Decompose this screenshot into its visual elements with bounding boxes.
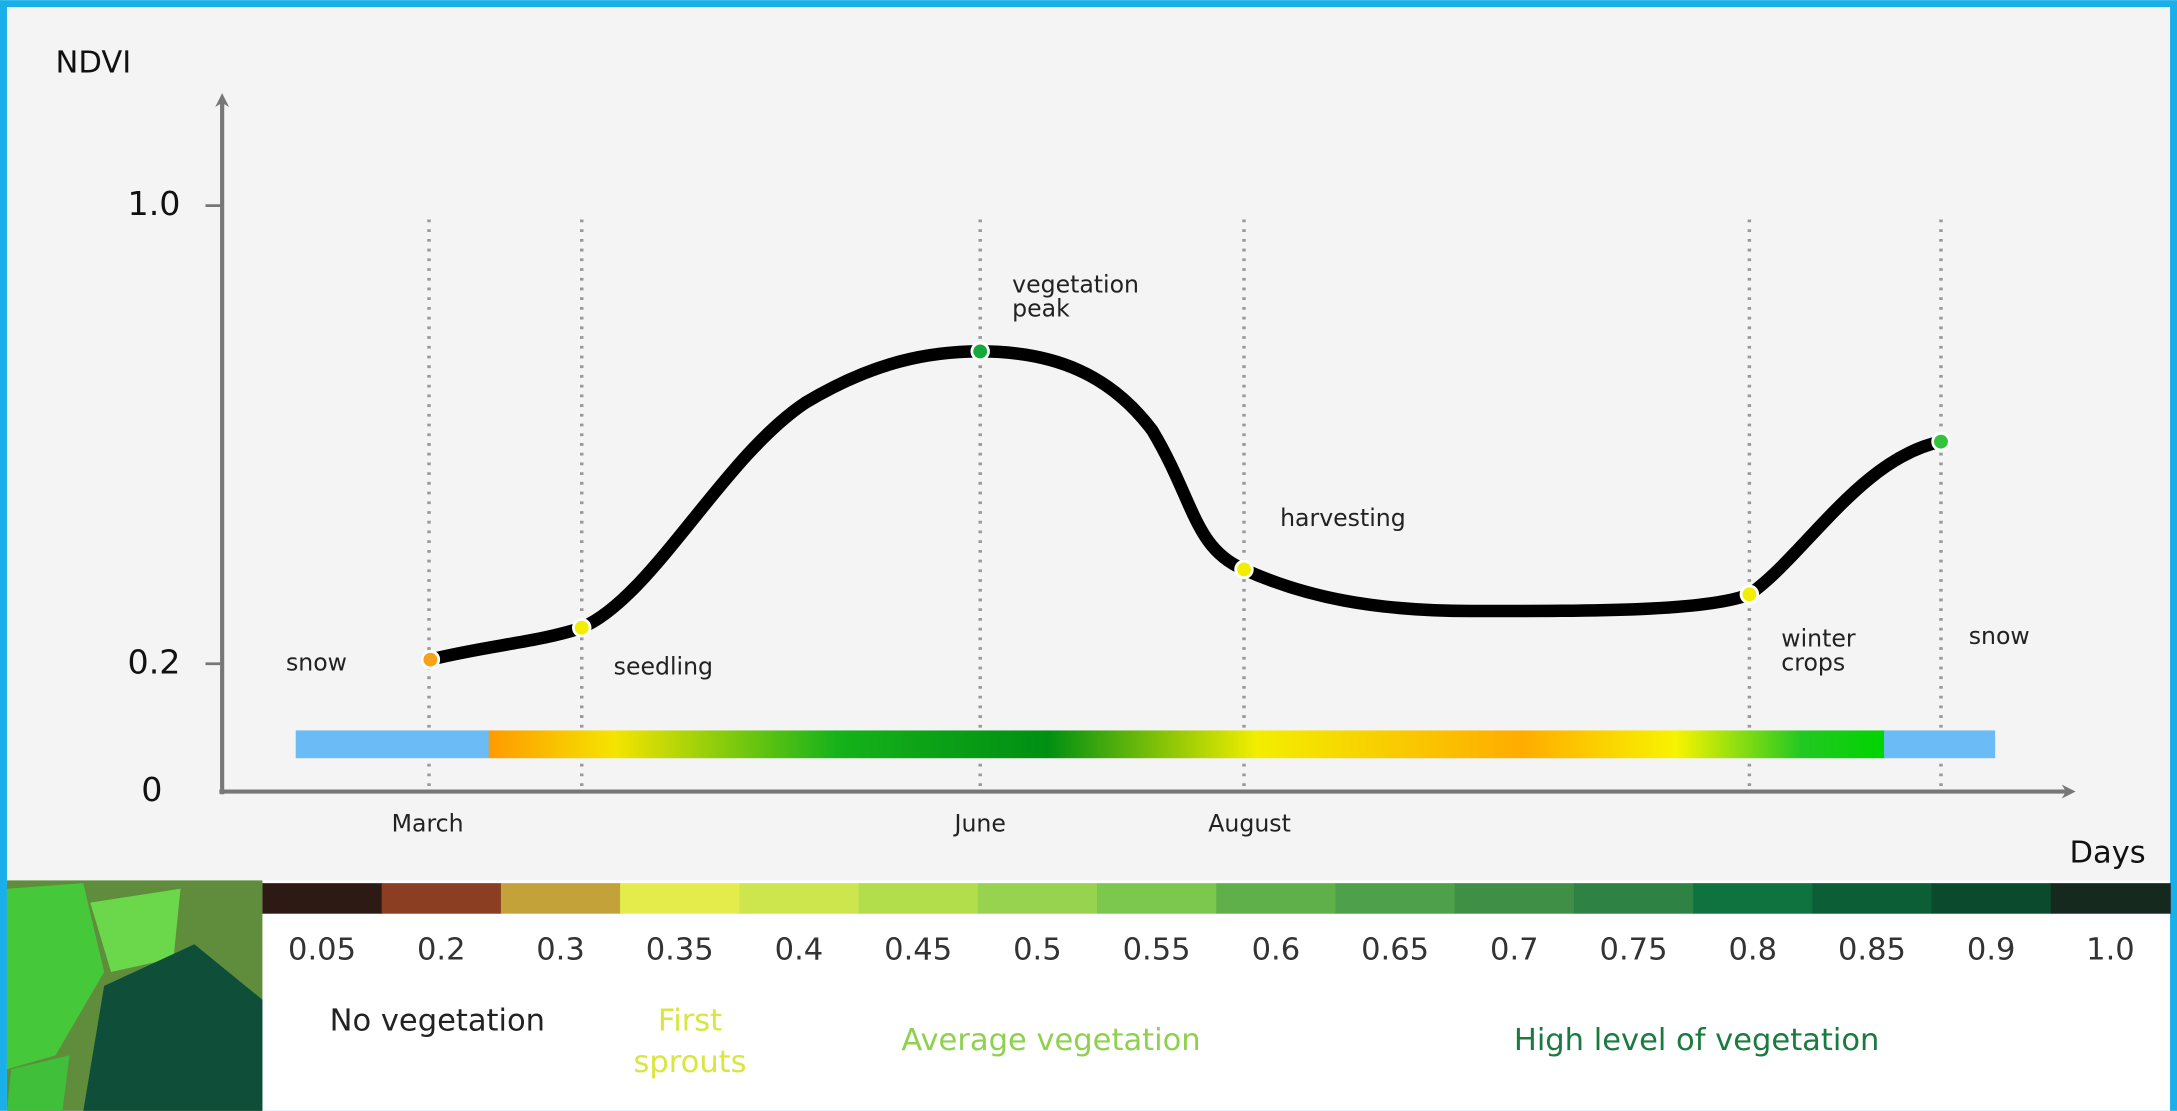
- x-axis-title: Days: [2069, 836, 2145, 871]
- scale-group-label: High level of vegetation: [1514, 1023, 1880, 1058]
- scale-swatch: [262, 883, 382, 914]
- scale-group-label: No vegetation: [330, 1004, 545, 1039]
- scale-value: 0.05: [288, 933, 356, 968]
- scale-swatch: [1932, 883, 2052, 914]
- scale-swatch: [978, 883, 1098, 914]
- y-tick-label: 0: [141, 770, 162, 809]
- scale-value: 0.9: [1967, 933, 2016, 968]
- scale-value: 0.6: [1252, 933, 1301, 968]
- page: NDVI Days 1.0 0.2 0 March June August snow seed…: [0, 0, 2177, 1111]
- scale-swatch: [1216, 883, 1336, 914]
- season-band: [489, 730, 1886, 758]
- scale-value: 1.0: [2086, 933, 2135, 968]
- phase-label: harvesting: [1280, 504, 1406, 532]
- scale-value: 0.2: [417, 933, 466, 968]
- scale-swatch: [739, 883, 859, 914]
- scale-value: 0.85: [1838, 933, 1906, 968]
- scale-swatch: [1693, 883, 1813, 914]
- scale-value: 0.8: [1728, 933, 1777, 968]
- scale-swatch: [1574, 883, 1694, 914]
- scale-value: 0.4: [775, 933, 824, 968]
- scale-value: 0.75: [1600, 933, 1668, 968]
- scale-swatch: [620, 883, 740, 914]
- month-label: June: [953, 809, 1006, 837]
- scale-swatch: [501, 883, 621, 914]
- snow-band: [296, 730, 490, 758]
- scale-swatch: [382, 883, 502, 914]
- scale-group-label: Average vegetation: [901, 1023, 1200, 1058]
- field-thumbnail: [7, 880, 262, 1110]
- phase-label: peak: [1012, 294, 1070, 322]
- y-axis-title: NDVI: [56, 46, 132, 81]
- scale-swatch: [1097, 883, 1217, 914]
- scale-swatch: [1335, 883, 1455, 914]
- scale-swatch: [2051, 883, 2171, 914]
- phase-label: snow: [1969, 622, 2030, 650]
- scale-swatch: [1455, 883, 1575, 914]
- legend-background: [7, 880, 2170, 1110]
- phase-label: snow: [286, 648, 347, 676]
- scale-group-label: sprouts: [633, 1045, 746, 1080]
- phase-label: seedling: [614, 652, 713, 680]
- ndvi-infographic: NDVI Days 1.0 0.2 0 March June August snow seed…: [0, 0, 2177, 1111]
- snow-band: [1884, 730, 1995, 758]
- scale-value: 0.55: [1123, 933, 1191, 968]
- scale-value: 0.5: [1013, 933, 1062, 968]
- y-tick-label: 1.0: [128, 184, 181, 223]
- scale-value: 0.35: [646, 933, 714, 968]
- scale-group-label: First: [658, 1004, 722, 1039]
- phase-label: crops: [1781, 648, 1845, 676]
- scale-value: 0.3: [536, 933, 585, 968]
- scale-value: 0.45: [884, 933, 952, 968]
- scale-value: 0.65: [1361, 933, 1429, 968]
- scale-value: 0.7: [1490, 933, 1539, 968]
- month-label: August: [1208, 809, 1291, 837]
- y-tick-label: 0.2: [128, 642, 181, 681]
- month-label: March: [392, 809, 464, 837]
- scale-swatch: [1812, 883, 1932, 914]
- scale-swatch: [859, 883, 979, 914]
